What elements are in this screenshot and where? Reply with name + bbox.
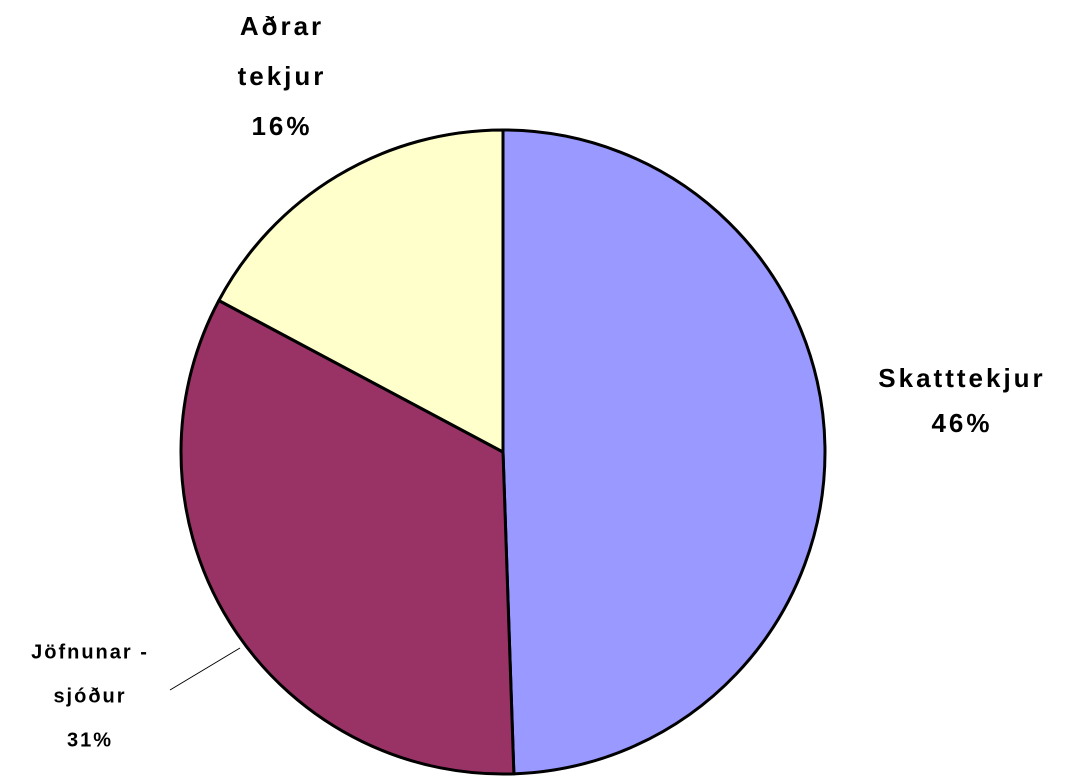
slice-label: Jöfnunar -	[31, 641, 149, 663]
slice-value-label: 46%	[931, 408, 992, 438]
slice-value-label: 31%	[67, 729, 113, 751]
pie-slice	[501, 128, 827, 776]
pie-slice	[179, 299, 516, 776]
slice-label: tekjur	[238, 61, 327, 91]
leader-line	[169, 647, 241, 691]
slice-label: sjóður	[53, 685, 126, 707]
slice-value-label: 16%	[251, 111, 312, 141]
slice-label: Aðrar	[240, 11, 324, 41]
pie-slice	[217, 128, 505, 454]
slice-label: Skatttekjur	[878, 363, 1045, 393]
